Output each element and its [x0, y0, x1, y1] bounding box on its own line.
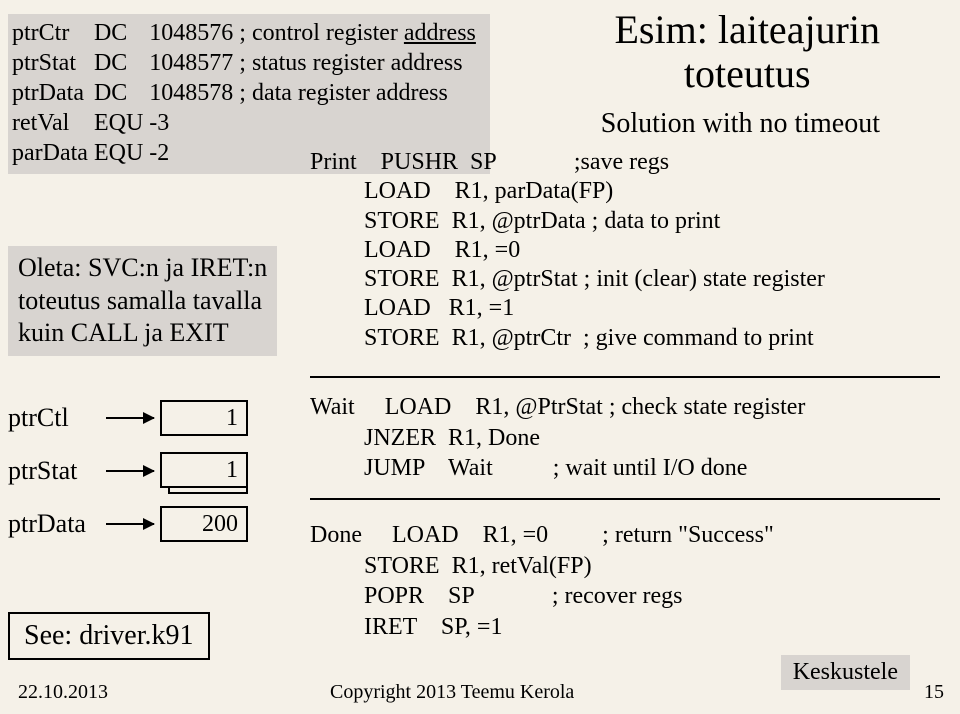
- ptr-row-ctl: ptrCtl 1: [8, 400, 248, 436]
- divider: [310, 376, 940, 378]
- arrow-icon: [106, 523, 154, 525]
- see-reference-box: See: driver.k91: [8, 612, 210, 660]
- arrow-icon: [106, 470, 154, 472]
- ptr-value: 1: [160, 400, 248, 436]
- table-row: retVal EQU -3: [12, 108, 482, 138]
- slide-subtitle: Solution with no timeout: [601, 108, 880, 140]
- ptr-row-stat: ptrStat 1: [8, 452, 248, 490]
- divider: [310, 498, 940, 500]
- code-wait-block: Wait LOAD R1, @PtrStat ; check state reg…: [310, 392, 805, 484]
- declarations-table: ptrCtr DC 1048576 ; control register add…: [12, 18, 482, 168]
- discuss-badge: Keskustele: [781, 655, 910, 690]
- pointer-diagram: ptrCtl 1 ptrStat 1 ptrData 200: [8, 400, 248, 558]
- assumption-line: Oleta: SVC:n ja IRET:n: [18, 252, 267, 285]
- ptr-value-stacked: 1: [160, 452, 248, 490]
- ptr-value: 200: [160, 506, 248, 542]
- assumption-box: Oleta: SVC:n ja IRET:n toteutus samalla …: [8, 246, 277, 356]
- title-line1: Esim: laiteajurin: [615, 7, 881, 52]
- code-done-block: Done LOAD R1, =0 ; return "Success" STOR…: [310, 520, 774, 643]
- ptr-label: ptrCtl: [8, 403, 100, 433]
- table-row: ptrData DC 1048578 ; data register addre…: [12, 78, 482, 108]
- decl-op: DC: [94, 18, 149, 48]
- code-print-block: Print PUSHR SP ;save regs LOAD R1, parDa…: [310, 148, 825, 353]
- ptr-row-data: ptrData 200: [8, 506, 248, 542]
- assumption-line: kuin CALL ja EXIT: [18, 317, 267, 350]
- table-row: ptrCtr DC 1048576 ; control register add…: [12, 18, 482, 48]
- arrow-icon: [106, 417, 154, 419]
- table-row: ptrStat DC 1048577 ; status register add…: [12, 48, 482, 78]
- footer-date: 22.10.2013: [18, 681, 108, 704]
- decl-comment: ; control register address: [239, 18, 482, 48]
- slide-title: Esim: laiteajurin toteutus: [615, 8, 881, 96]
- assumption-line: toteutus samalla tavalla: [18, 285, 267, 318]
- ptr-label: ptrData: [8, 509, 100, 539]
- page-number: 15: [924, 681, 944, 704]
- decl-name: ptrCtr: [12, 18, 94, 48]
- ptr-label: ptrStat: [8, 456, 100, 486]
- footer-copyright: Copyright 2013 Teemu Kerola: [330, 681, 574, 704]
- decl-val: 1048576: [149, 18, 239, 48]
- title-line2: toteutus: [684, 51, 811, 96]
